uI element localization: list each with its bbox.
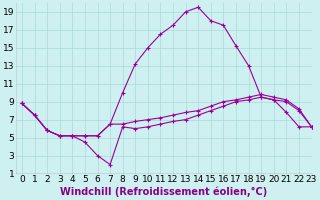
X-axis label: Windchill (Refroidissement éolien,°C): Windchill (Refroidissement éolien,°C) <box>60 187 267 197</box>
